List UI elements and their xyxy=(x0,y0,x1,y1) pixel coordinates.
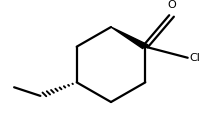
Polygon shape xyxy=(111,27,148,49)
Text: O: O xyxy=(167,0,176,10)
Text: Cl: Cl xyxy=(190,53,201,63)
